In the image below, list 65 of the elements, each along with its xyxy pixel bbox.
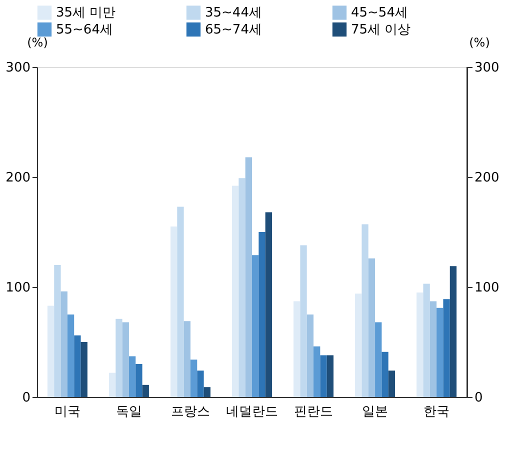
bar: [116, 318, 122, 397]
bar: [204, 387, 210, 397]
bar: [388, 370, 396, 397]
bar: [355, 294, 362, 397]
bar: [67, 314, 74, 397]
y2-tick-label: 0: [474, 390, 483, 406]
bar: [47, 306, 54, 397]
legend-label: 65~74세: [205, 22, 262, 38]
bar: [252, 255, 259, 397]
x-tick-label: 핀란드: [294, 404, 334, 420]
x-tick-label: 프랑스: [170, 404, 210, 420]
y2-tick-label: 200: [474, 170, 500, 186]
bar: [238, 178, 246, 397]
x-tick-label: 네덜란드: [226, 404, 278, 420]
bar: [368, 258, 376, 397]
x-tick-label: 한국: [424, 404, 450, 420]
bar: [80, 342, 88, 397]
bar: [436, 308, 444, 397]
bar: [362, 224, 368, 397]
bar: [294, 301, 300, 397]
legend-label: 35~44세: [205, 6, 262, 21]
bar: [54, 265, 61, 397]
bar: [382, 352, 388, 397]
bar: [122, 322, 129, 397]
bar: [443, 299, 450, 397]
y-tick-label: 0: [22, 390, 30, 406]
x-tick-label: 미국: [54, 404, 80, 420]
bar: [314, 346, 320, 397]
bar: [326, 355, 334, 397]
bar: [108, 372, 116, 397]
bar: [74, 335, 81, 397]
y2-tick-label: 300: [474, 60, 500, 76]
bar: [245, 157, 252, 397]
x-tick-label: 독일: [116, 404, 142, 420]
bar: [450, 266, 457, 397]
bar: [142, 384, 149, 397]
bar: [258, 232, 266, 397]
legend-label: 35세 미만: [56, 6, 116, 21]
bar: [375, 322, 382, 397]
bar: [60, 291, 68, 397]
bar: [197, 370, 204, 397]
x-tick-label: 일본: [362, 404, 388, 420]
bar: [190, 360, 198, 397]
y2-tick-label: 100: [474, 280, 500, 296]
y-tick-label: 100: [6, 280, 30, 296]
bar: [430, 301, 437, 397]
y-axis-title: (%): [27, 36, 48, 50]
y-tick-label: 200: [6, 170, 30, 186]
bar: [177, 206, 184, 397]
bar: [232, 186, 239, 397]
bar: [300, 245, 307, 397]
bar: [184, 321, 190, 397]
bar: [320, 355, 327, 397]
bar: [128, 356, 136, 397]
bar: [306, 314, 314, 397]
bar: [416, 292, 424, 397]
legend-label: 45~54세: [351, 6, 408, 21]
bar: [265, 212, 272, 397]
y2-axis-title: (%): [469, 36, 490, 50]
legend-label: 75세 이상: [351, 22, 411, 38]
bar: [423, 284, 430, 397]
bar: [136, 364, 142, 397]
legend-label: 55~64세: [56, 22, 113, 38]
bar: [170, 226, 178, 397]
y-tick-label: 300: [6, 60, 30, 76]
